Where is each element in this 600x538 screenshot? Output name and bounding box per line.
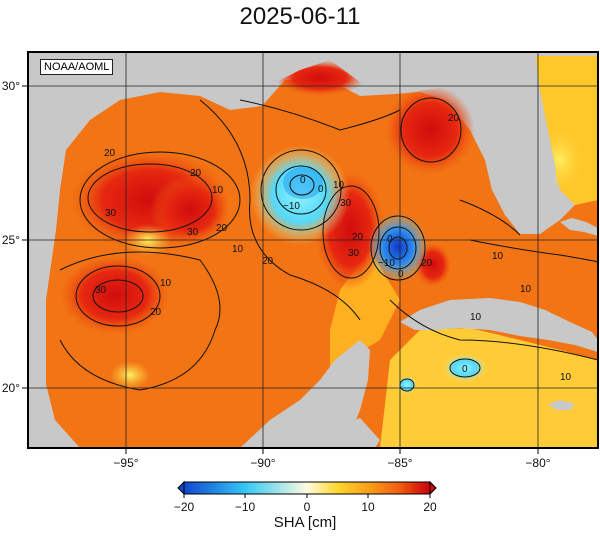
- contour-label: 20: [150, 307, 162, 318]
- colorbar-tick: −10: [235, 500, 256, 514]
- contour-label: 20: [216, 223, 228, 234]
- contour-label: 10: [470, 312, 482, 323]
- contour-label: −10: [378, 258, 395, 269]
- cold-eddy-caribbean: [443, 354, 487, 382]
- contour-label: 20: [421, 258, 433, 269]
- contour-label: 30: [187, 227, 199, 238]
- contour-label: 10: [333, 180, 345, 191]
- bahamas: [560, 218, 598, 236]
- honduras-coast: [300, 418, 380, 448]
- contour-label: 0: [398, 269, 404, 280]
- warm-eddy-west-lobe: [150, 175, 230, 245]
- tick-marks: [22, 85, 539, 454]
- colorbar-tick: 0: [304, 500, 311, 514]
- contour-label: 0: [462, 364, 468, 375]
- colorbar-label: SHA [cm]: [273, 514, 337, 531]
- map-title: 2025-06-11: [239, 3, 361, 30]
- contour-label: 10: [560, 372, 572, 383]
- contour-label: 10: [232, 244, 244, 255]
- contour-label: 30: [348, 248, 360, 259]
- contour-lines: [59, 97, 598, 392]
- latitude-tick: 25°: [2, 233, 20, 247]
- contour-label: 20: [104, 148, 116, 159]
- cuba: [400, 298, 598, 352]
- credit-label: NOAA/AOML: [40, 59, 114, 75]
- contour-label: 20: [448, 113, 460, 124]
- mexico-land: [28, 52, 80, 448]
- contour-label: 0: [318, 184, 324, 195]
- contour-label: 10: [160, 278, 172, 289]
- longitude-tick: −80°: [525, 456, 550, 470]
- contour-label: 10: [212, 185, 224, 196]
- contour-label: 0: [300, 175, 306, 186]
- longitude-tick: −90°: [250, 456, 275, 470]
- colorbar: −20 −10 0 10 20: [174, 480, 437, 514]
- contour-label: 30: [95, 285, 107, 296]
- contour-label: 30: [105, 208, 117, 219]
- contour-label: 20: [352, 232, 364, 243]
- colorbar-tick: −20: [174, 500, 195, 514]
- longitude-tick: −95°: [113, 456, 138, 470]
- contour-label: 10: [520, 284, 532, 295]
- longitude-tick: −85°: [387, 456, 412, 470]
- jamaica-area: [548, 400, 575, 410]
- contour-label: 0: [387, 234, 393, 245]
- latitude-tick: 30°: [2, 79, 20, 93]
- colorbar-high-arrow: [429, 480, 437, 496]
- contour-label: 20: [262, 256, 274, 267]
- graticule: [28, 52, 598, 448]
- contour-labels: 20 20 20 30 30 30 10 10 0 0 −10 −10 10 1…: [95, 113, 572, 383]
- map-frame: [27, 51, 599, 449]
- contour-label: −10: [283, 201, 300, 212]
- colorbar-tick: 20: [423, 500, 437, 514]
- weak-anomaly-southwest: [110, 361, 150, 389]
- latitude-tick: 20°: [2, 381, 20, 395]
- yucatan-peninsula: [240, 340, 370, 448]
- us-gulf-coast: [28, 52, 598, 130]
- colorbar-gradient: [183, 481, 431, 495]
- colorbar-tick: 10: [361, 500, 375, 514]
- contour-label: 30: [340, 198, 352, 209]
- contour-label: 10: [492, 251, 504, 262]
- cold-eddy-loop-current: [368, 213, 428, 281]
- contour-label: 20: [190, 168, 202, 179]
- colorbar-low-arrow: [177, 480, 185, 496]
